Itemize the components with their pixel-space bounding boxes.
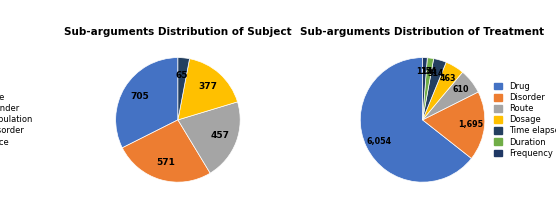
Title: Sub-arguments Distribution of Treatment: Sub-arguments Distribution of Treatment xyxy=(300,27,545,37)
Text: 463: 463 xyxy=(439,74,456,83)
Wedge shape xyxy=(423,92,485,159)
Title: Sub-arguments Distribution of Subject: Sub-arguments Distribution of Subject xyxy=(64,27,292,37)
Text: 114: 114 xyxy=(416,67,433,76)
Text: 1,695: 1,695 xyxy=(458,120,484,129)
Wedge shape xyxy=(360,57,471,182)
Text: 314: 314 xyxy=(428,69,444,78)
Legend: Drug, Disorder, Route, Dosage, Time elapsed, Duration, Frequency: Drug, Disorder, Route, Dosage, Time elap… xyxy=(492,80,556,159)
Legend: Age, Gender, Population, Disorder, Race: Age, Gender, Population, Disorder, Race xyxy=(0,91,34,148)
Wedge shape xyxy=(423,57,428,120)
Wedge shape xyxy=(178,57,190,120)
Wedge shape xyxy=(178,102,240,173)
Wedge shape xyxy=(423,59,446,120)
Wedge shape xyxy=(423,58,434,120)
Text: 377: 377 xyxy=(198,82,217,91)
Text: 610: 610 xyxy=(453,85,469,94)
Text: 6,054: 6,054 xyxy=(366,137,391,146)
Wedge shape xyxy=(122,120,210,182)
Text: 571: 571 xyxy=(156,159,175,167)
Wedge shape xyxy=(423,62,463,120)
Wedge shape xyxy=(423,72,478,120)
Wedge shape xyxy=(178,59,237,120)
Text: 705: 705 xyxy=(130,92,149,101)
Wedge shape xyxy=(116,57,178,148)
Text: 457: 457 xyxy=(210,131,229,141)
Text: 65: 65 xyxy=(176,71,188,80)
Text: 154: 154 xyxy=(420,67,437,76)
